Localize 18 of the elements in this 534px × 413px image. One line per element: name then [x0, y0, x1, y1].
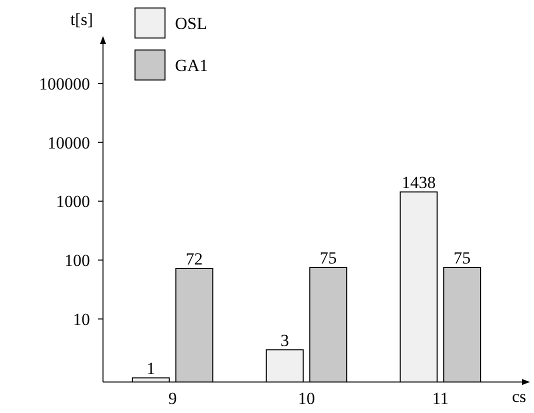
y-axis-title: t[s]: [70, 10, 93, 29]
y-tick-label: 100000: [39, 74, 90, 94]
legend-label: OSL: [175, 14, 208, 33]
data-label: 1438: [402, 172, 436, 192]
x-axis-title: cs: [512, 387, 526, 406]
data-label: 3: [280, 330, 290, 350]
legend-label: GA1: [175, 56, 208, 75]
x-tick-label: 9: [168, 389, 177, 408]
y-tick-label: 100: [64, 251, 90, 270]
data-label: 1: [146, 358, 156, 378]
data-label: 75: [454, 248, 471, 268]
y-tick-label: 10: [73, 310, 90, 329]
data-label: 75: [320, 248, 337, 268]
x-tick-label: 10: [298, 389, 315, 408]
data-label: 72: [186, 249, 203, 268]
x-tick-label: 11: [432, 389, 449, 408]
y-tick-label: 10000: [48, 133, 90, 152]
y-tick-label: 1000: [56, 192, 90, 212]
